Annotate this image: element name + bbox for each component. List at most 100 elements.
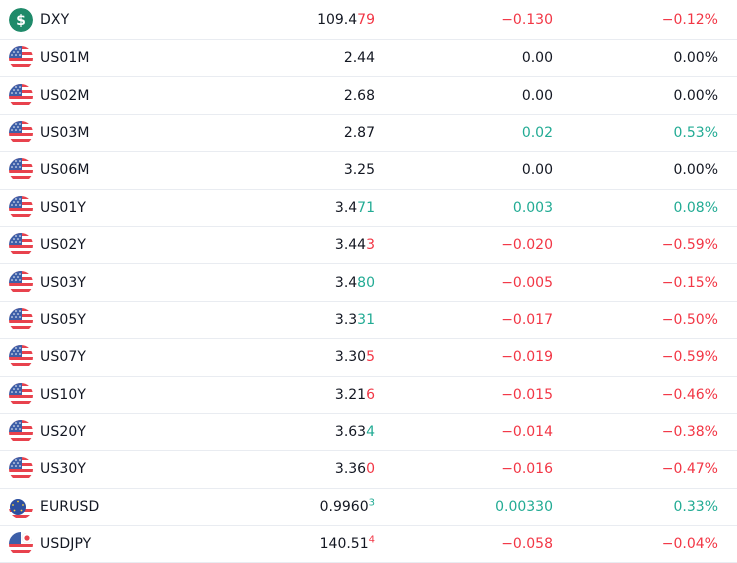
last-price-main: 109.4 (317, 11, 358, 28)
us-flag-icon (9, 307, 33, 332)
last-price: 2.87 (344, 125, 375, 141)
last-price-changed-digits: 31 (357, 311, 375, 328)
us-flag-icon (9, 83, 33, 108)
last-price-changed-digits: 71 (357, 199, 375, 216)
watchlist-row-us10y[interactable]: US10Y 3.216 −0.015 −0.46% (0, 377, 737, 414)
us-flag-icon (9, 420, 33, 445)
watchlist-row-us06m[interactable]: US06M 3.25 0.00 0.00% (0, 152, 737, 190)
change-value: 0.00 (521, 162, 553, 179)
last-price: 140.514 (319, 534, 375, 553)
change-value: −0.016 (501, 461, 553, 478)
symbol-label: US01M (40, 50, 90, 67)
change-value: −0.130 (501, 11, 553, 28)
change-percent: 0.53% (673, 124, 718, 141)
watchlist-row-us03y[interactable]: US03Y 3.480 −0.005 −0.15% (0, 264, 737, 302)
change-percent: 0.33% (673, 498, 718, 515)
change-percent: 0.00% (673, 162, 718, 179)
symbol-label: US03Y (40, 274, 86, 291)
eu-us-flag-icon (9, 494, 33, 519)
us-flag-icon (9, 120, 33, 145)
watchlist-row-us30y[interactable]: US30Y 3.360 −0.016 −0.47% (0, 451, 737, 489)
watchlist-row-us01m[interactable]: US01M 2.44 0.00 0.00% (0, 40, 737, 78)
us-flag-icon (9, 382, 33, 407)
symbol-label: DXY (40, 11, 70, 28)
watchlist-row-us03m[interactable]: US03M 2.87 0.02 0.53% (0, 115, 737, 153)
change-percent: −0.15% (661, 274, 718, 291)
watchlist-row-us02y[interactable]: US02Y 3.443 −0.020 −0.59% (0, 227, 737, 265)
change-percent: 0.00% (673, 50, 718, 67)
watchlist-row-usdjpy[interactable]: USDJPY 140.514 −0.058 −0.04% (0, 526, 737, 563)
symbol-label: USDJPY (40, 536, 92, 553)
change-percent: −0.59% (661, 349, 718, 366)
change-value: −0.020 (501, 237, 553, 254)
last-price-changed-digits: 6 (366, 386, 375, 403)
us-flag-icon (9, 195, 33, 220)
change-value: −0.019 (501, 349, 553, 366)
watchlist-row-us02m[interactable]: US02M 2.68 0.00 0.00% (0, 77, 737, 115)
last-price-changed-digits: 79 (357, 11, 375, 28)
last-price: 2.44 (344, 50, 375, 66)
last-price: 3.25 (344, 162, 375, 178)
last-price-changed-digits: 4 (366, 424, 375, 441)
change-percent: −0.38% (661, 424, 718, 441)
watchlist-row-us20y[interactable]: US20Y 3.634 −0.014 −0.38% (0, 414, 737, 452)
last-price-main: 3.4 (334, 199, 358, 216)
change-percent: −0.12% (661, 11, 718, 28)
us-flag-icon (9, 270, 33, 295)
last-price-main: 2.44 (343, 50, 375, 67)
change-value: 0.02 (521, 124, 553, 141)
change-percent: −0.46% (661, 386, 718, 403)
last-price: 3.216 (335, 387, 375, 403)
change-percent: 0.08% (673, 199, 718, 216)
last-price-main: 3.44 (334, 237, 367, 254)
watchlist-row-us05y[interactable]: US05Y 3.331 −0.017 −0.50% (0, 302, 737, 340)
symbol-label: US06M (40, 162, 90, 179)
symbol-label: US03M (40, 124, 90, 141)
last-price: 2.68 (344, 88, 375, 104)
last-price-main: 2.87 (343, 124, 375, 141)
change-value: −0.017 (501, 311, 553, 328)
svg-text:$: $ (16, 13, 26, 29)
change-value: 0.00 (521, 50, 553, 67)
last-price-main: 3.30 (334, 349, 367, 366)
last-price-main: 2.68 (343, 87, 375, 104)
us-flag-icon (9, 46, 33, 71)
dollar-icon: $ (9, 7, 33, 32)
last-price-main: 3.36 (334, 461, 367, 478)
change-percent: −0.47% (661, 461, 718, 478)
watchlist-row-us07y[interactable]: US07Y 3.305 −0.019 −0.59% (0, 339, 737, 377)
symbol-label: US10Y (40, 386, 86, 403)
change-value: −0.005 (501, 274, 553, 291)
symbol-label: US01Y (40, 199, 86, 216)
symbol-label: US02Y (40, 237, 86, 254)
watchlist-row-us01y[interactable]: US01Y 3.471 0.003 0.08% (0, 190, 737, 227)
last-price-main: 3.25 (343, 162, 375, 179)
last-price: 109.479 (317, 12, 375, 28)
last-price-main: 3.4 (334, 274, 358, 291)
change-percent: −0.59% (661, 237, 718, 254)
last-price-changed-digits: 3 (366, 237, 375, 254)
last-price: 3.305 (335, 349, 375, 365)
last-price: 0.99603 (319, 497, 375, 515)
symbol-label: US05Y (40, 311, 86, 328)
last-price-pip: 3 (368, 497, 375, 509)
symbol-label: US02M (40, 87, 90, 104)
symbol-label: US07Y (40, 349, 86, 366)
change-value: 0.00330 (495, 498, 553, 515)
us-flag-icon (9, 345, 33, 370)
symbol-label: EURUSD (40, 498, 100, 515)
last-price: 3.480 (335, 275, 375, 291)
us-flag-icon (9, 158, 33, 183)
last-price: 3.471 (335, 200, 375, 216)
last-price-main: 140.51 (319, 536, 369, 553)
last-price-main: 3.3 (334, 311, 358, 328)
change-percent: −0.50% (661, 311, 718, 328)
last-price: 3.360 (335, 461, 375, 477)
watchlist-row-dxy[interactable]: $ DXY 109.479 −0.130 −0.12% (0, 0, 737, 40)
change-value: 0.00 (521, 87, 553, 104)
watchlist-row-eurusd[interactable]: EURUSD 0.99603 0.00330 0.33% (0, 489, 737, 527)
last-price-pip: 4 (368, 534, 375, 546)
us-jp-flag-icon (9, 532, 33, 557)
last-price-main: 0.9960 (319, 498, 369, 515)
